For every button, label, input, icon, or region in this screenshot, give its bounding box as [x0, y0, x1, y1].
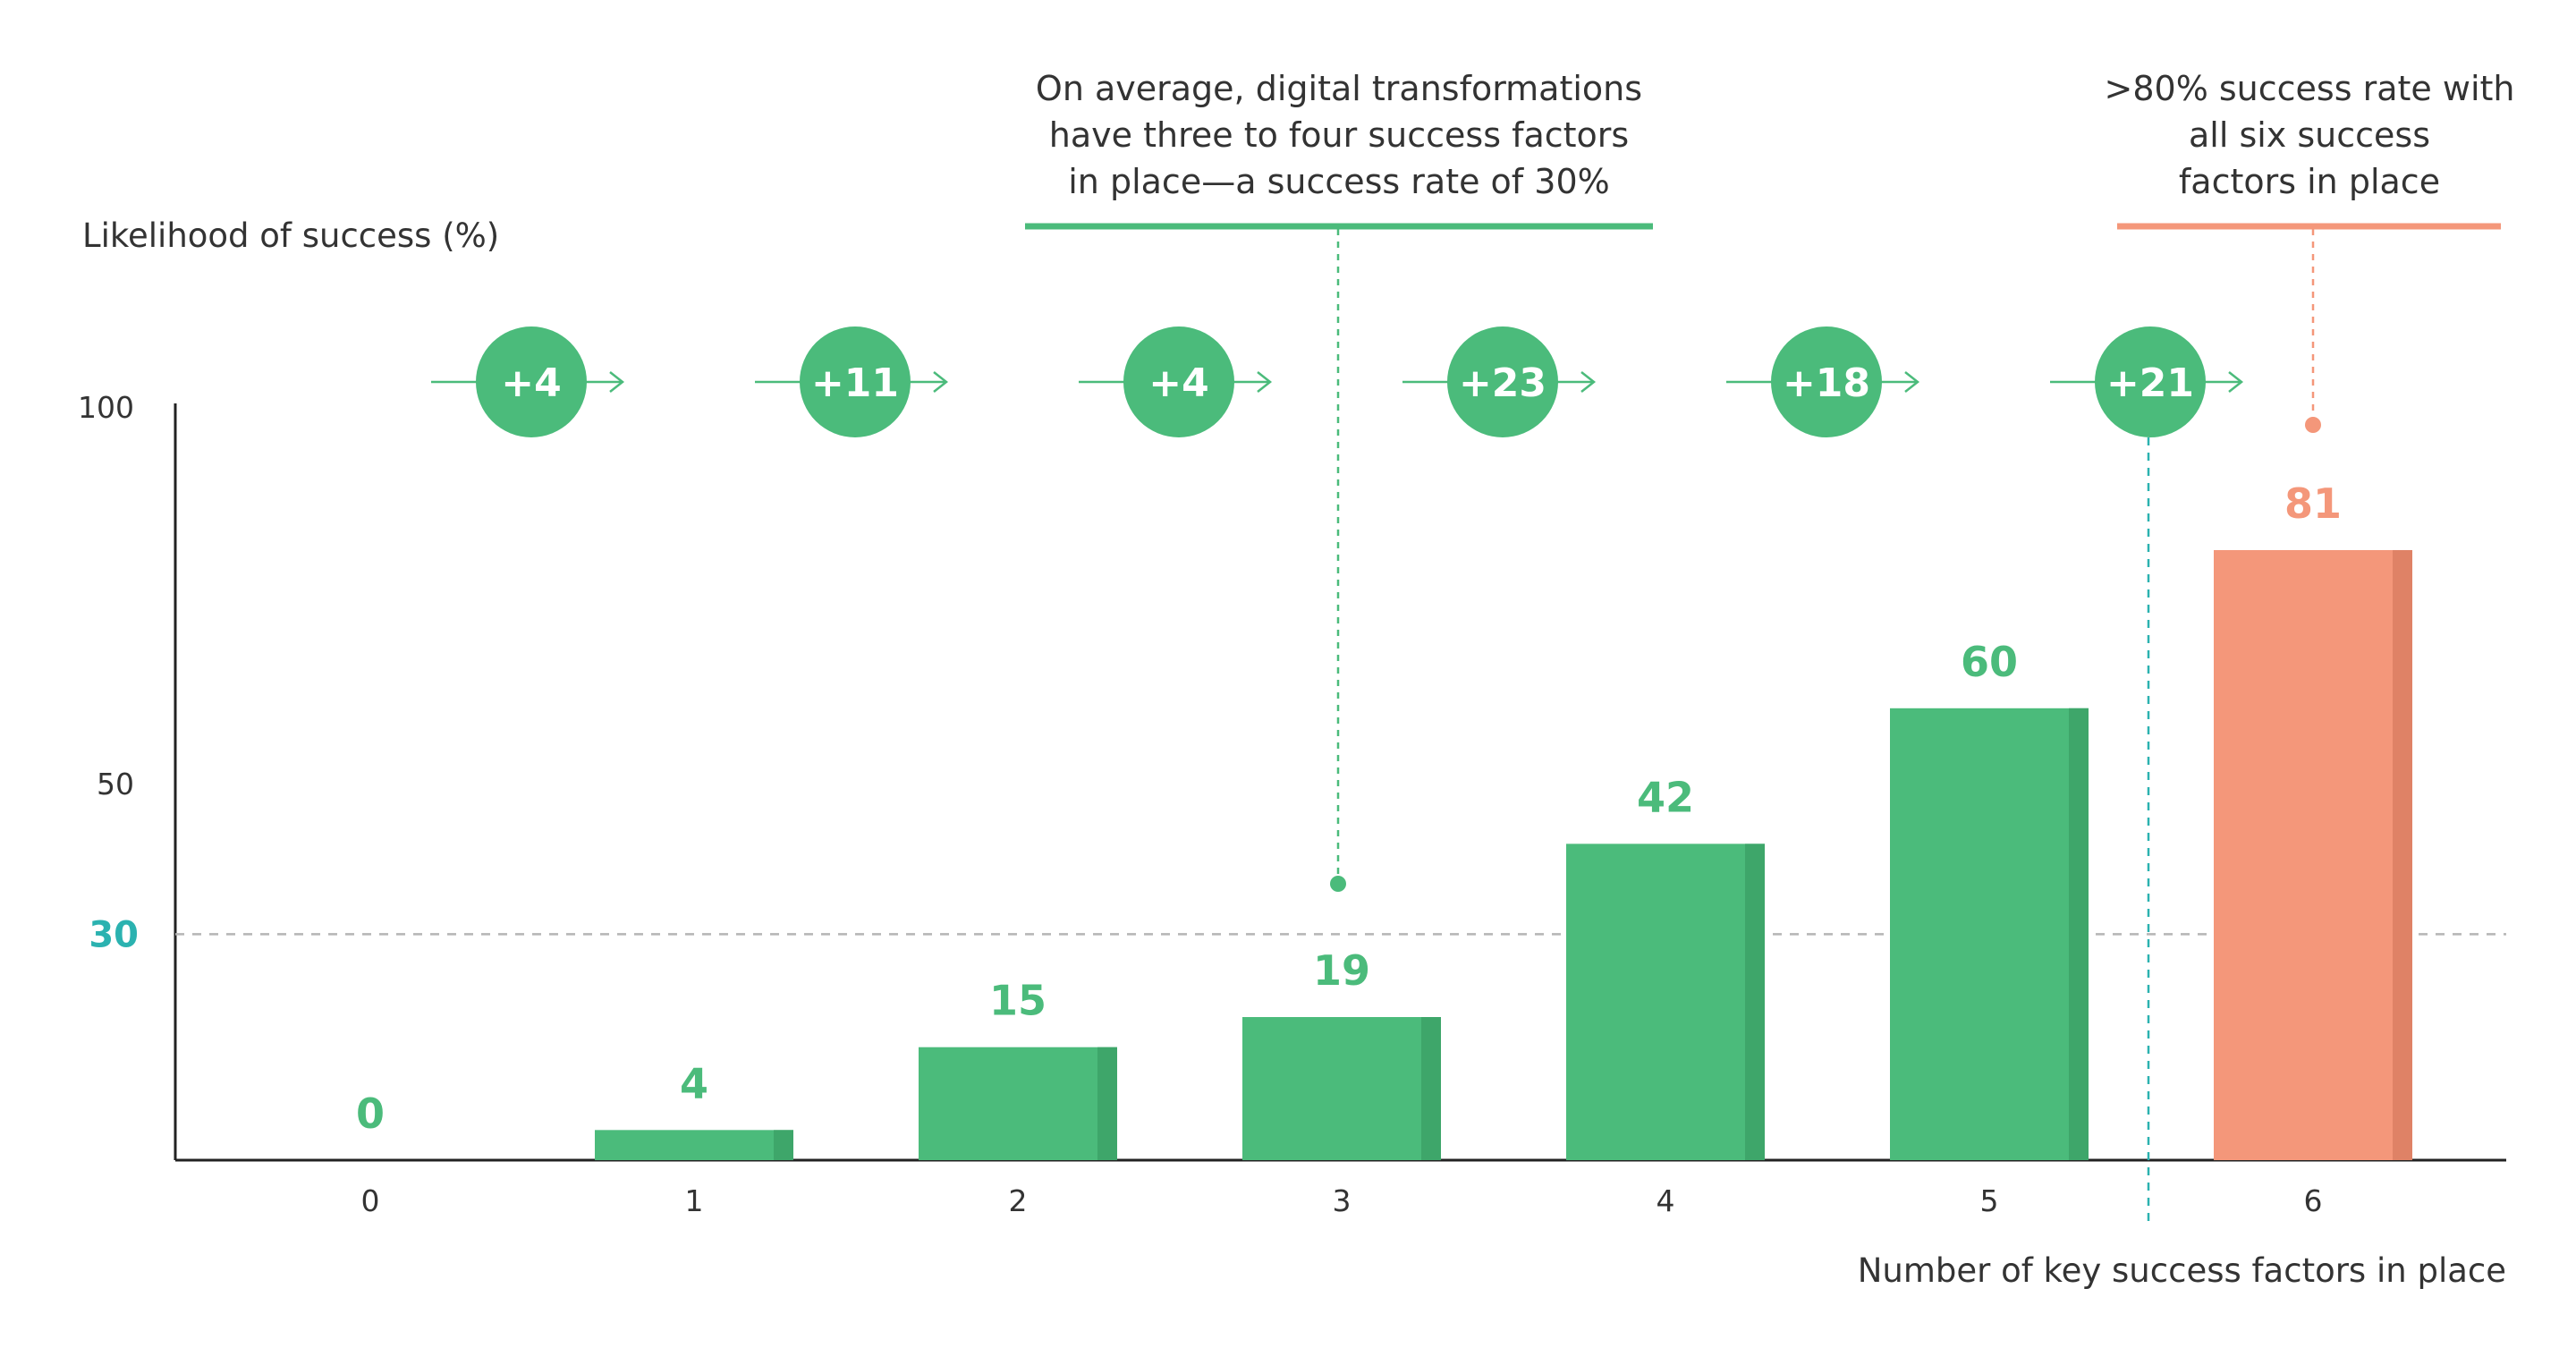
annotation-text-line: On average, digital transformations: [1036, 69, 1642, 108]
bar: [595, 1130, 793, 1160]
bar-value-label: 60: [1961, 638, 2018, 686]
x-tick-label: 0: [361, 1183, 380, 1218]
bar-shade: [774, 1130, 793, 1160]
y-tick-label: 100: [78, 390, 134, 425]
x-tick-label: 6: [2304, 1183, 2323, 1218]
increment-circle: [1123, 326, 1234, 437]
bar-shade: [1097, 1047, 1117, 1160]
bar-shade: [1745, 844, 1765, 1160]
reference-line-label: 30: [89, 914, 139, 955]
x-tick-label: 5: [1980, 1183, 1999, 1218]
bar: [1890, 708, 2089, 1160]
annotation-text-line: have three to four success factors: [1049, 115, 1629, 155]
bar-value-label: 19: [1313, 946, 1370, 995]
bar-shade: [1421, 1017, 1441, 1160]
increment-arrow-head: [1904, 371, 1920, 393]
increment-circle: [800, 326, 911, 437]
annotation-dot: [1330, 876, 1346, 892]
increment-arrow-head: [1580, 371, 1597, 393]
annotation-text-line: all six success: [2189, 115, 2430, 155]
increment-circle: [1771, 326, 1882, 437]
annotation-text-line: factors in place: [2179, 162, 2440, 201]
increment-label: +23: [1459, 360, 1546, 406]
increment-label: +21: [2106, 360, 2194, 406]
increment-label: +4: [1148, 360, 1208, 406]
bar-shade: [2393, 549, 2412, 1160]
bar: [1242, 1017, 1441, 1160]
annotation-text-line: >80% success rate with: [2105, 69, 2515, 108]
x-tick-label: 1: [685, 1183, 704, 1218]
bar-value-label: 4: [680, 1059, 708, 1107]
increment-circle: [476, 326, 587, 437]
increment-circle: [1447, 326, 1558, 437]
y-tick-label: 50: [97, 767, 134, 801]
annotation-text-line: in place—a success rate of 30%: [1068, 162, 1609, 201]
increment-label: +4: [501, 360, 561, 406]
annotation-dot: [2305, 417, 2321, 433]
increment-label: +18: [1783, 360, 1870, 406]
bar: [1566, 844, 1765, 1160]
bar-shade: [2069, 708, 2089, 1160]
increment-arrow-head: [2228, 371, 2244, 393]
bar: [919, 1047, 1117, 1160]
x-tick-label: 3: [1333, 1183, 1352, 1218]
bar: [2214, 549, 2412, 1160]
x-tick-label: 4: [1657, 1183, 1675, 1218]
bar-value-label: 42: [1637, 773, 1694, 821]
x-tick-label: 2: [1009, 1183, 1028, 1218]
bar-value-label: 0: [356, 1089, 385, 1138]
increment-arrow-head: [1257, 371, 1273, 393]
bar-value-label: 15: [989, 977, 1046, 1025]
x-axis-title: Number of key success factors in place: [1858, 1251, 2506, 1290]
increment-label: +11: [811, 360, 899, 406]
increment-arrow-head: [933, 371, 949, 393]
increment-arrow-head: [609, 371, 625, 393]
bar-value-label: 81: [2284, 479, 2342, 528]
increment-circle: [2095, 326, 2206, 437]
y-axis-title: Likelihood of success (%): [82, 216, 499, 255]
